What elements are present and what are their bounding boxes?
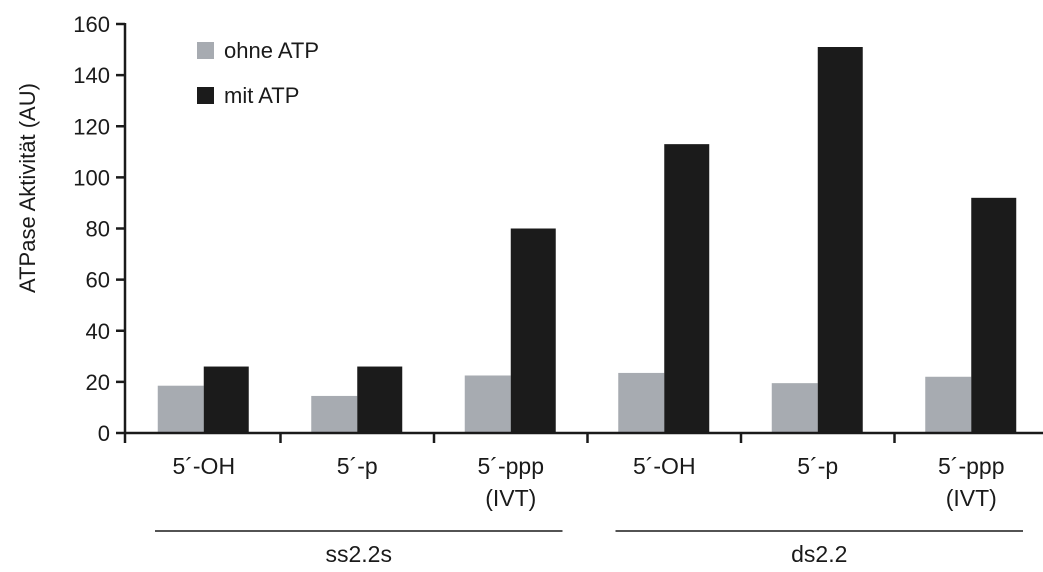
bar-mit-atp [971,197,1017,433]
y-tick-label: 80 [86,217,110,242]
y-tick-label: 0 [98,421,110,446]
legend-label: mit ATP [224,83,299,108]
category-label-line2: (IVT) [946,485,997,511]
group-label: ss2.2s [326,541,392,567]
bar-mit-atp [817,47,863,433]
category-label: 5´-p [337,453,378,479]
legend-swatch [197,87,214,104]
x-axis [123,431,1043,443]
bar-ohne-atp [771,383,818,433]
y-tick-label: 160 [73,12,110,37]
category-label-line2: (IVT) [485,485,536,511]
bar-mit-atp [664,144,710,434]
legend-label: ohne ATP [224,38,319,63]
category-label: 5´-ppp [478,453,544,479]
category-label: 5´-ppp [938,453,1004,479]
y-tick-label: 60 [86,268,110,293]
category-label: 5´-p [797,453,838,479]
y-tick-label: 140 [73,63,110,88]
y-axis-title: ATPase Aktivität (AU) [15,83,40,293]
y-tick-label: 120 [73,114,110,139]
y-axis-ticks: 0 20 40 60 80 100 120 140 160 [73,12,127,446]
bar-ohne-atp [618,372,665,433]
bar-mit-atp [510,228,556,433]
bar-mit-atp [203,366,249,433]
bar-ohne-atp [925,376,972,433]
bar-ohne-atp [311,395,358,433]
bar-ohne-atp [464,375,511,433]
bars [157,47,1017,434]
y-tick-label: 40 [86,319,110,344]
category-label: 5´-OH [172,453,235,479]
group-label: ds2.2 [791,541,847,567]
y-tick-label: 20 [86,370,110,395]
legend-swatch [197,42,214,59]
legend: ohne ATP mit ATP [197,38,319,108]
group-brackets: ss2.2s ds2.2 [155,530,1023,567]
bar-ohne-atp [157,385,204,433]
category-label: 5´-OH [633,453,696,479]
category-labels: 5´-OH 5´-p 5´-ppp (IVT) 5´-OH 5´-p 5´-ppp (IVT) [172,453,1004,511]
bar-mit-atp [357,366,403,433]
y-tick-label: 100 [73,165,110,190]
